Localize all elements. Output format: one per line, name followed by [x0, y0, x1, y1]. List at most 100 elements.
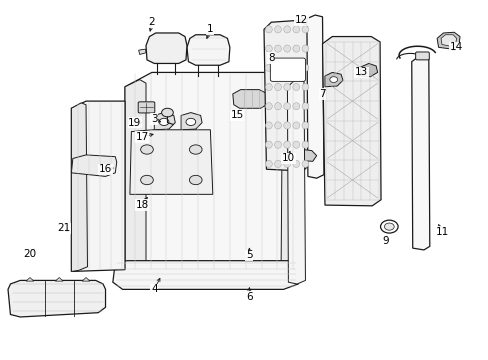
Text: 17: 17 — [135, 132, 148, 142]
Ellipse shape — [302, 141, 308, 148]
Ellipse shape — [265, 160, 272, 167]
Text: 10: 10 — [281, 153, 294, 163]
Circle shape — [185, 118, 195, 126]
Polygon shape — [71, 101, 125, 271]
Ellipse shape — [292, 103, 299, 110]
Ellipse shape — [265, 84, 272, 91]
Text: 11: 11 — [434, 227, 447, 237]
Polygon shape — [125, 72, 303, 273]
Circle shape — [329, 77, 337, 82]
Ellipse shape — [292, 160, 299, 167]
Ellipse shape — [265, 122, 272, 129]
Text: 8: 8 — [267, 53, 274, 63]
Ellipse shape — [265, 103, 272, 110]
Text: 4: 4 — [151, 284, 157, 294]
Text: 14: 14 — [449, 42, 462, 52]
Polygon shape — [186, 35, 229, 65]
Ellipse shape — [274, 26, 281, 33]
Polygon shape — [8, 280, 105, 317]
Text: 18: 18 — [135, 200, 148, 210]
Text: 12: 12 — [294, 15, 307, 26]
Polygon shape — [139, 49, 146, 54]
FancyBboxPatch shape — [138, 102, 155, 113]
Text: 3: 3 — [151, 114, 157, 124]
Ellipse shape — [292, 141, 299, 148]
Ellipse shape — [265, 141, 272, 148]
Circle shape — [384, 223, 393, 230]
Polygon shape — [360, 63, 377, 77]
Polygon shape — [232, 90, 267, 108]
Text: 20: 20 — [23, 248, 37, 258]
Text: 16: 16 — [99, 164, 112, 174]
Text: 5: 5 — [245, 250, 252, 260]
Ellipse shape — [274, 160, 281, 167]
Ellipse shape — [283, 84, 290, 91]
Text: 13: 13 — [354, 67, 367, 77]
Ellipse shape — [292, 64, 299, 71]
Polygon shape — [297, 149, 316, 161]
Polygon shape — [440, 35, 456, 46]
Ellipse shape — [292, 45, 299, 52]
Circle shape — [141, 145, 153, 154]
Ellipse shape — [274, 122, 281, 129]
Polygon shape — [55, 278, 63, 281]
Polygon shape — [264, 21, 310, 171]
Polygon shape — [322, 37, 380, 206]
Ellipse shape — [283, 141, 290, 148]
Ellipse shape — [283, 45, 290, 52]
Polygon shape — [411, 56, 429, 250]
Text: 9: 9 — [382, 236, 388, 246]
Ellipse shape — [265, 45, 272, 52]
Text: 21: 21 — [58, 224, 71, 233]
Ellipse shape — [302, 45, 308, 52]
Ellipse shape — [265, 64, 272, 71]
Polygon shape — [82, 278, 90, 281]
Circle shape — [159, 118, 168, 126]
Ellipse shape — [274, 64, 281, 71]
Polygon shape — [125, 80, 146, 271]
Circle shape — [141, 175, 153, 185]
Circle shape — [189, 145, 202, 154]
Polygon shape — [436, 32, 459, 49]
Ellipse shape — [292, 84, 299, 91]
Ellipse shape — [283, 122, 290, 129]
Text: 15: 15 — [230, 111, 244, 121]
Ellipse shape — [302, 103, 308, 110]
Ellipse shape — [274, 84, 281, 91]
Ellipse shape — [302, 84, 308, 91]
Ellipse shape — [302, 160, 308, 167]
Polygon shape — [130, 130, 212, 194]
Ellipse shape — [274, 103, 281, 110]
Circle shape — [380, 220, 397, 233]
Polygon shape — [71, 103, 87, 271]
Polygon shape — [154, 113, 175, 130]
Polygon shape — [325, 72, 342, 87]
Text: 1: 1 — [206, 24, 213, 35]
Ellipse shape — [274, 45, 281, 52]
FancyBboxPatch shape — [270, 58, 305, 81]
Polygon shape — [113, 261, 298, 289]
Text: 2: 2 — [148, 17, 155, 27]
Text: 19: 19 — [128, 118, 141, 128]
Ellipse shape — [302, 64, 308, 71]
Polygon shape — [26, 278, 34, 281]
Polygon shape — [146, 33, 186, 63]
Ellipse shape — [302, 122, 308, 129]
Ellipse shape — [274, 141, 281, 148]
Ellipse shape — [292, 26, 299, 33]
Ellipse shape — [265, 26, 272, 33]
Ellipse shape — [283, 160, 290, 167]
Polygon shape — [306, 15, 324, 178]
FancyBboxPatch shape — [415, 52, 428, 60]
Ellipse shape — [283, 64, 290, 71]
Ellipse shape — [292, 122, 299, 129]
Polygon shape — [281, 72, 303, 271]
Circle shape — [161, 108, 173, 117]
Polygon shape — [181, 113, 202, 130]
Ellipse shape — [302, 26, 308, 33]
Text: 7: 7 — [319, 89, 325, 99]
Ellipse shape — [283, 103, 290, 110]
Polygon shape — [287, 80, 305, 284]
Text: 6: 6 — [245, 292, 252, 302]
Polygon shape — [71, 155, 117, 176]
